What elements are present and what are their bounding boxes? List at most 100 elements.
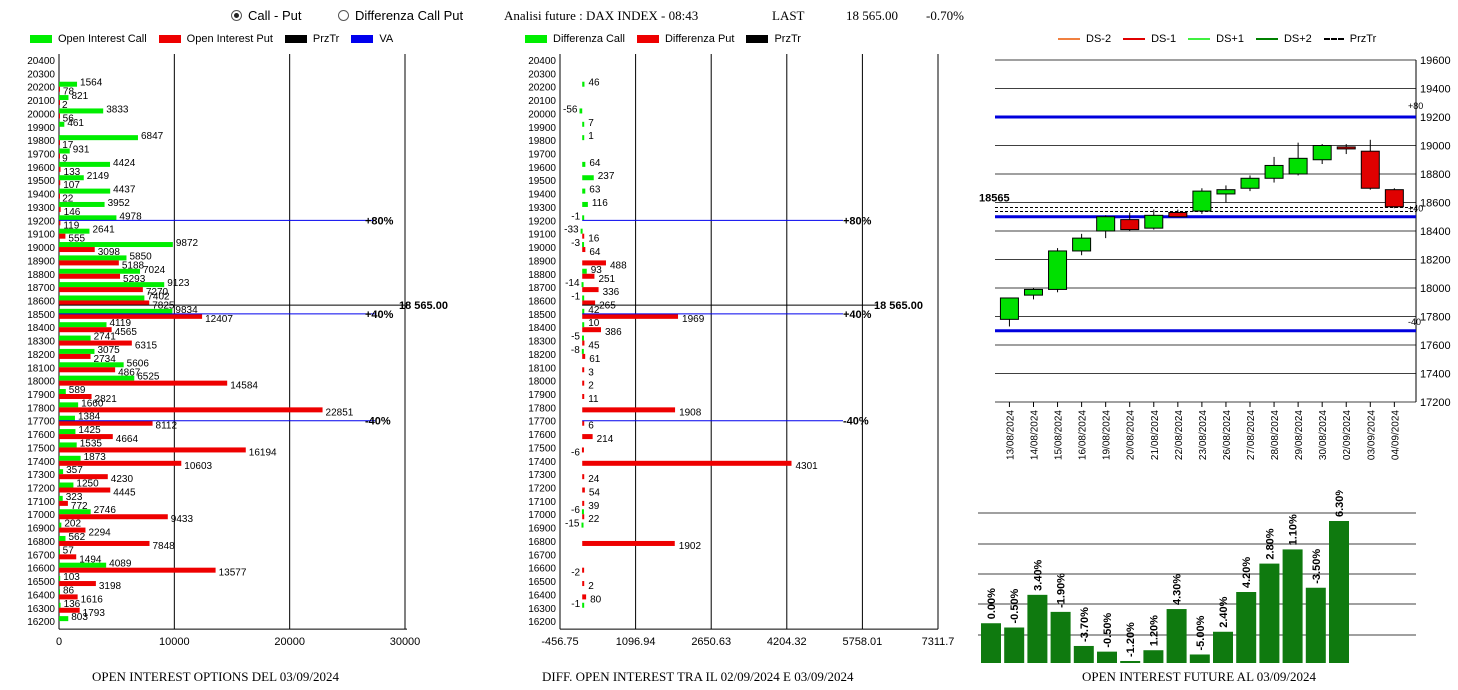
- put-value-label: 9: [62, 154, 68, 165]
- put-bar: [59, 500, 68, 506]
- put-value-label: 2734: [94, 354, 117, 365]
- candle-body: [1023, 288, 1043, 296]
- call-bar: [59, 322, 107, 328]
- diff-put-label: 16: [588, 234, 600, 245]
- y-tick-label: 18600: [528, 296, 556, 307]
- diff-put-bar: [582, 407, 676, 413]
- diff-put-bar: [582, 367, 585, 373]
- call-value-label: 5606: [127, 358, 150, 369]
- y-tick-label: 17900: [528, 390, 556, 401]
- diff-put-label: 22: [588, 514, 600, 525]
- top-bar: Call - Put Differenza Call Put Analisi f…: [0, 0, 1458, 30]
- put-value-label: 4445: [113, 488, 136, 499]
- diff-put-label: -2: [571, 568, 580, 579]
- put-value-label: 1616: [81, 594, 104, 605]
- diff-call-bar: [582, 188, 586, 194]
- diff-call-label: -56: [563, 104, 578, 115]
- y-tick-label: 16900: [528, 524, 556, 535]
- y-tick-label: 16200: [528, 617, 556, 628]
- put-bar: [59, 474, 108, 480]
- call-bar: [59, 188, 111, 194]
- diff-put-bar: [582, 514, 585, 520]
- diff-put-bar: [582, 567, 585, 573]
- x-tick-label: 5758.01: [843, 636, 883, 648]
- call-bar: [59, 602, 61, 608]
- diff-put-label: 1908: [679, 407, 702, 418]
- candle-body: [1072, 237, 1092, 252]
- y-tick-label: 16900: [27, 524, 55, 535]
- x-tick-label: 04/09/2024: [1390, 410, 1401, 460]
- y-tick-label: 18000: [27, 377, 55, 388]
- radio-call-put[interactable]: Call - Put: [231, 8, 301, 23]
- future-oi-bar: [1097, 651, 1117, 663]
- diff-put-label: 80: [590, 594, 602, 605]
- diff-call-label: 237: [598, 171, 615, 182]
- right-legend: DS-2 DS-1 DS+1 DS+2 PrzTr: [1058, 33, 1388, 45]
- put-value-label: 3098: [98, 247, 121, 258]
- y-tick-label: 17100: [27, 497, 55, 508]
- y-tick-label: 18200: [1420, 255, 1451, 267]
- diff-put-bar: [582, 434, 593, 440]
- future-oi-label: 1.10%: [1288, 514, 1300, 545]
- y-tick-label: 17700: [528, 417, 556, 428]
- candle-body: [1168, 211, 1188, 218]
- call-value-label: 3075: [97, 345, 120, 356]
- put-value-label: 555: [68, 234, 85, 245]
- y-tick-label: 18500: [27, 310, 55, 321]
- x-tick-label: 26/08/2024: [1222, 410, 1233, 460]
- diff-call-bar: [582, 81, 585, 87]
- call-value-label: 4089: [109, 559, 132, 570]
- call-value-label: 4119: [110, 318, 132, 329]
- diff-put-bar: [582, 260, 606, 266]
- put-bar: [59, 273, 121, 279]
- diff-call-bar: [582, 175, 594, 181]
- put-value-label: 78: [63, 87, 75, 98]
- diff-put-label: 3: [588, 367, 594, 378]
- diff-put-label: 45: [588, 341, 600, 352]
- y-tick-label: 18900: [27, 256, 55, 267]
- y-tick-label: 17000: [27, 510, 55, 521]
- diff-put-bar: [582, 247, 586, 253]
- middle-footer: DIFF. OPEN INTEREST TRA IL 02/09/2024 E …: [542, 669, 854, 684]
- va-level-label: +40%: [365, 309, 394, 321]
- call-bar: [59, 389, 66, 394]
- diff-put-bar: [582, 420, 585, 426]
- open-interest-chart: 0 10000 20000 30000 20400 20300 20200 1564 78 201…: [27, 54, 448, 648]
- call-value-label: 86: [63, 585, 75, 596]
- call-bar: [59, 549, 60, 555]
- diff-call-label: 63: [589, 185, 601, 196]
- va-level-label: +40%: [843, 309, 872, 321]
- y-tick-label: 19900: [27, 123, 55, 134]
- y-tick-label: 19600: [1420, 55, 1451, 67]
- call-value-label: 803: [71, 612, 88, 623]
- put-bar: [59, 260, 119, 266]
- call-value-label: 1660: [81, 398, 104, 409]
- y-tick-label: 18600: [27, 296, 55, 307]
- diff-call-label: 64: [589, 158, 601, 169]
- radio-differenza[interactable]: Differenza Call Put: [338, 8, 463, 23]
- y-tick-label: 19400: [528, 190, 556, 201]
- diff-call-bar: [582, 308, 585, 314]
- future-oi-bar: [1329, 521, 1349, 663]
- y-tick-label: 18200: [528, 350, 556, 361]
- put-value-label: 4867: [118, 367, 141, 378]
- diff-call-bar: [582, 161, 586, 167]
- y-tick-label: 17500: [27, 443, 55, 454]
- diff-put-bar: [582, 394, 585, 399]
- call-value-label: 2746: [94, 505, 117, 516]
- diff-call-label: 10: [588, 318, 600, 329]
- call-bar: [59, 108, 104, 114]
- x-tick-label: 30000: [390, 636, 421, 648]
- y-tick-label: 17500: [528, 443, 556, 454]
- call-bar: [59, 509, 91, 515]
- level-annotation: -40: [1408, 317, 1421, 327]
- candle-body: [1312, 145, 1332, 161]
- diff-put-bar: [582, 313, 679, 319]
- put-bar: [59, 86, 60, 92]
- y-tick-label: 18800: [27, 270, 55, 281]
- level-annotation: +40: [1408, 203, 1423, 213]
- diff-put-label: 265: [599, 300, 616, 311]
- call-value-label: 2741: [94, 332, 117, 343]
- put-bar: [59, 153, 60, 159]
- x-tick-label: 0: [56, 636, 62, 648]
